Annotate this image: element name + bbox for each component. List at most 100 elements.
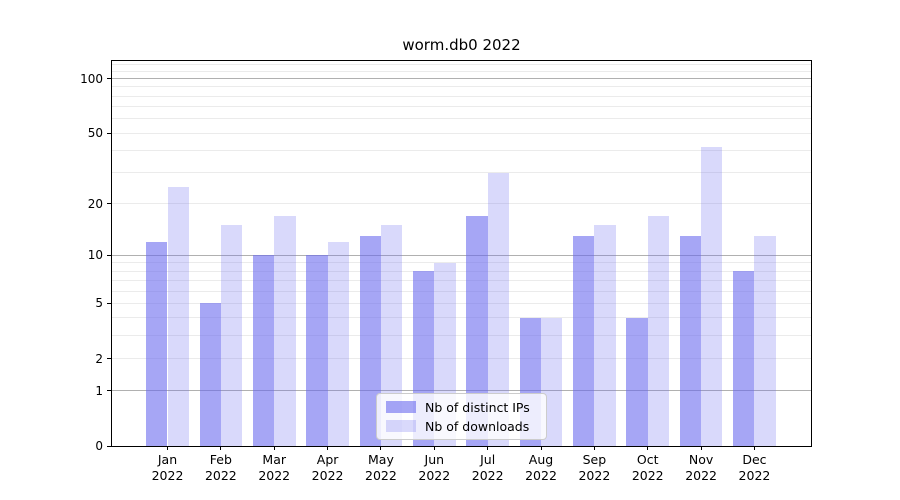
gridline-major-1 bbox=[112, 390, 811, 392]
y-tick-label-1: 1 bbox=[95, 383, 103, 398]
x-tick-apr bbox=[327, 446, 329, 450]
gridline-minor-60 bbox=[112, 118, 811, 120]
x-tick-year-sep: 2022 bbox=[578, 467, 611, 483]
gridline-minor-3 bbox=[112, 335, 811, 337]
x-tick-label-oct: Oct 2022 bbox=[616, 452, 680, 483]
gridline-minor-2 bbox=[112, 358, 811, 360]
x-tick-jan bbox=[167, 446, 168, 450]
gridline-minor-20 bbox=[112, 203, 811, 205]
y-tick-50 bbox=[107, 132, 111, 134]
x-tick-label-sep: Sep 2022 bbox=[562, 452, 626, 483]
x-tick-month-oct: Oct bbox=[636, 452, 659, 467]
x-tick-year-jan: 2022 bbox=[151, 467, 184, 483]
legend-label-distinct-ips: Nb of distinct IPs bbox=[425, 399, 530, 415]
y-tick-5 bbox=[107, 302, 111, 304]
x-tick-month-jan: Jan bbox=[157, 452, 178, 467]
gridline-minor-90 bbox=[112, 86, 811, 88]
bar-distinct-ips-dec bbox=[733, 271, 755, 446]
bar-distinct-ips-sep bbox=[573, 235, 595, 446]
bar-distinct-ips-nov bbox=[679, 235, 702, 446]
gridline-minor-7 bbox=[112, 279, 811, 281]
x-tick-mar bbox=[273, 446, 275, 450]
y-tick-2 bbox=[107, 358, 111, 360]
bar-distinct-ips-jan bbox=[146, 241, 168, 446]
x-tick-label-dec: Dec 2022 bbox=[722, 452, 786, 483]
x-tick-year-nov: 2022 bbox=[685, 467, 717, 483]
x-tick-label-jun: Jun 2022 bbox=[402, 452, 466, 483]
gridline-minor-70 bbox=[112, 106, 811, 108]
x-tick-label-aug: Aug 2022 bbox=[509, 452, 573, 483]
bar-distinct-ips-oct bbox=[626, 317, 648, 446]
x-tick-month-jun: Jun bbox=[424, 452, 445, 467]
bar-distinct-ips-feb bbox=[199, 303, 221, 446]
y-tick-10 bbox=[107, 254, 111, 256]
chart-title: worm.db0 2022 bbox=[402, 36, 521, 54]
x-tick-month-may: May bbox=[368, 452, 394, 467]
bar-downloads-jul bbox=[487, 172, 509, 446]
x-tick-month-apr: Apr bbox=[316, 452, 339, 467]
bar-downloads-jan bbox=[167, 186, 189, 446]
bar-downloads-oct bbox=[647, 215, 670, 446]
legend-swatch-downloads-icon bbox=[386, 420, 416, 432]
x-tick-month-sep: Sep bbox=[582, 452, 607, 467]
x-tick-year-apr: 2022 bbox=[311, 467, 344, 483]
bar-downloads-apr bbox=[327, 241, 349, 446]
bar-downloads-dec bbox=[754, 235, 776, 446]
x-tick-may bbox=[380, 446, 382, 450]
x-tick-month-feb: Feb bbox=[209, 452, 232, 467]
x-tick-jul bbox=[487, 446, 489, 450]
y-tick-1 bbox=[107, 390, 111, 392]
x-tick-year-oct: 2022 bbox=[631, 467, 664, 483]
x-tick-month-aug: Aug bbox=[528, 452, 554, 467]
legend-label-downloads: Nb of downloads bbox=[425, 418, 530, 434]
x-tick-label-feb: Feb 2022 bbox=[189, 452, 253, 483]
legend-swatch-distinct-ips-icon bbox=[386, 401, 416, 413]
y-tick-label-20: 20 bbox=[87, 196, 103, 211]
y-tick-label-10: 10 bbox=[87, 248, 103, 263]
x-tick-month-dec: Dec bbox=[742, 452, 767, 467]
bar-downloads-feb bbox=[220, 225, 243, 446]
gridline-major-10 bbox=[112, 254, 811, 256]
x-tick-month-nov: Nov bbox=[688, 452, 714, 467]
x-tick-label-may: May 2022 bbox=[349, 452, 413, 483]
gridline-minor-4 bbox=[112, 317, 811, 319]
x-tick-year-feb: 2022 bbox=[204, 467, 237, 483]
x-tick-sep bbox=[593, 446, 595, 450]
x-tick-month-jul: Jul bbox=[480, 452, 496, 467]
bar-downloads-may bbox=[380, 225, 403, 446]
x-tick-year-jul: 2022 bbox=[471, 467, 504, 483]
gridline-minor-110 bbox=[112, 70, 811, 72]
bar-distinct-ips-may bbox=[359, 235, 381, 446]
x-tick-month-mar: Mar bbox=[262, 452, 287, 467]
gridline-minor-80 bbox=[112, 95, 811, 97]
y-tick-label-0: 0 bbox=[95, 439, 103, 453]
bar-downloads-mar bbox=[274, 215, 296, 446]
x-tick-aug bbox=[540, 446, 542, 450]
bar-distinct-ips-apr bbox=[306, 255, 328, 446]
y-tick-label-2: 2 bbox=[95, 351, 103, 366]
gridline-minor-120 bbox=[112, 63, 811, 65]
x-tick-dec bbox=[753, 446, 755, 450]
x-tick-year-dec: 2022 bbox=[738, 467, 771, 483]
gridline-minor-9 bbox=[112, 262, 811, 264]
x-tick-oct bbox=[647, 446, 649, 450]
y-tick-label-5: 5 bbox=[95, 296, 103, 311]
x-tick-year-mar: 2022 bbox=[258, 467, 291, 483]
bar-downloads-sep bbox=[594, 225, 616, 446]
y-tick-label-100: 100 bbox=[80, 71, 103, 86]
gridline-major-100 bbox=[112, 78, 811, 80]
bar-distinct-ips-jul bbox=[466, 215, 488, 446]
x-tick-label-apr: Apr 2022 bbox=[296, 452, 360, 483]
legend-entry-downloads: Nb of downloads bbox=[386, 418, 538, 434]
gridline-minor-6 bbox=[112, 290, 811, 292]
legend-entry-distinct-ips: Nb of distinct IPs bbox=[386, 399, 538, 415]
x-tick-label-mar: Mar 2022 bbox=[242, 452, 306, 483]
x-tick-year-may: 2022 bbox=[365, 467, 397, 483]
y-tick-20 bbox=[107, 203, 111, 205]
y-tick-100 bbox=[107, 78, 111, 80]
x-tick-nov bbox=[700, 446, 702, 450]
gridline-minor-40 bbox=[112, 149, 811, 151]
gridline-minor-5 bbox=[112, 302, 811, 304]
x-tick-label-nov: Nov 2022 bbox=[669, 452, 733, 483]
